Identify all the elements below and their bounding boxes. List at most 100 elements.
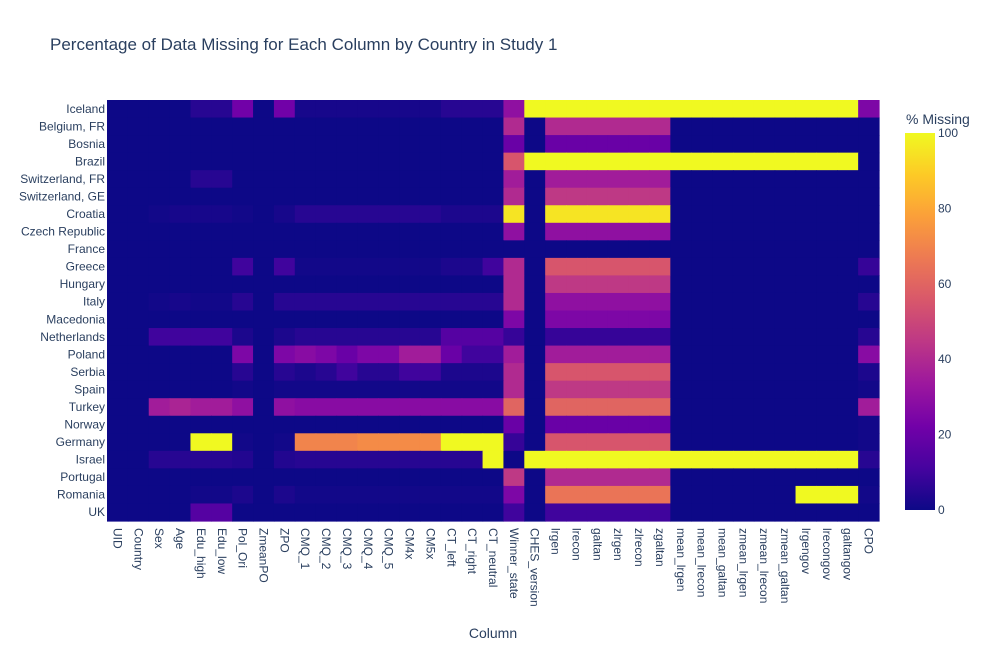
- heatmap-cell: [524, 433, 546, 452]
- heatmap-cell: [273, 222, 296, 241]
- heatmap-cell: [336, 117, 358, 136]
- heatmap-cell: [503, 222, 525, 241]
- heatmap-cell: [732, 222, 755, 241]
- heatmap-cell: [649, 415, 671, 434]
- heatmap-cell: [628, 222, 651, 241]
- heatmap-cell: [712, 485, 734, 505]
- heatmap-cell: [461, 380, 484, 399]
- heatmap-cell: [712, 117, 734, 136]
- heatmap-cell: [691, 503, 713, 522]
- heatmap-cell: [232, 205, 254, 224]
- x-tick-label: Sex: [152, 528, 166, 549]
- heatmap-cell: [169, 187, 192, 206]
- heatmap-cell: [399, 152, 421, 171]
- heatmap-cell: [566, 100, 588, 119]
- x-tick-label: Winner_state: [507, 528, 521, 599]
- heatmap-cell: [774, 117, 797, 136]
- heatmap-cell: [753, 257, 776, 277]
- heatmap-cell: [649, 117, 671, 136]
- heatmap-cell: [524, 187, 546, 206]
- heatmap-cell: [419, 187, 442, 206]
- heatmap-cell: [586, 275, 609, 294]
- heatmap-cell: [232, 240, 254, 259]
- heatmap-cell: [107, 292, 129, 312]
- heatmap-cell: [607, 503, 630, 522]
- heatmap-cell: [419, 240, 442, 259]
- y-tick-label: Greece: [66, 260, 106, 274]
- heatmap-cell: [211, 450, 233, 469]
- heatmap-cell: [107, 415, 129, 434]
- x-tick-label: mean_lrgen: [674, 528, 688, 591]
- heatmap-cell: [461, 292, 484, 312]
- heatmap-cell: [294, 398, 317, 417]
- heatmap-cell: [315, 485, 338, 505]
- heatmap-cell: [419, 450, 442, 469]
- heatmap-cell: [545, 345, 567, 364]
- heatmap-cell: [399, 257, 421, 277]
- heatmap-cell: [419, 100, 442, 119]
- heatmap-cell: [253, 117, 275, 136]
- heatmap-cell: [649, 328, 671, 347]
- heatmap-cell: [169, 415, 192, 434]
- heatmap-cell: [837, 187, 859, 206]
- heatmap-cell: [399, 275, 421, 294]
- heatmap-cell: [566, 205, 588, 224]
- heatmap-cell: [419, 170, 442, 189]
- heatmap-cell: [712, 450, 734, 469]
- heatmap-cell: [858, 275, 880, 294]
- heatmap-cell: [357, 257, 379, 277]
- heatmap-cell: [795, 310, 817, 329]
- heatmap-cell: [399, 328, 421, 347]
- heatmap-cell: [232, 135, 254, 154]
- heatmap-cell: [211, 415, 233, 434]
- heatmap-cell: [357, 117, 379, 136]
- heatmap-cell: [211, 275, 233, 294]
- heatmap-cell: [440, 363, 463, 382]
- heatmap-cell: [336, 468, 358, 487]
- heatmap-cell: [482, 170, 505, 189]
- heatmap-cell: [837, 398, 859, 417]
- heatmap-cell: [273, 363, 296, 382]
- heatmap-cell: [524, 205, 546, 224]
- colorbar-tick-label: 100: [938, 126, 958, 140]
- heatmap-cell: [336, 222, 358, 241]
- heatmap-cell: [419, 275, 442, 294]
- heatmap-cell: [211, 222, 233, 241]
- heatmap-cell: [378, 275, 400, 294]
- heatmap-cell: [482, 433, 505, 452]
- heatmap-cell: [440, 380, 463, 399]
- heatmap-cell: [503, 135, 525, 154]
- heatmap-cell: [732, 468, 755, 487]
- heatmap-cell: [273, 187, 296, 206]
- heatmap-cell: [211, 170, 233, 189]
- y-tick-label: Spain: [74, 382, 105, 396]
- heatmap-cell: [148, 100, 171, 119]
- x-tick-label: CMQ_3: [340, 528, 354, 570]
- heatmap-cell: [837, 275, 859, 294]
- heatmap-cell: [816, 152, 838, 171]
- heatmap-cell: [691, 135, 713, 154]
- heatmap-cell: [837, 240, 859, 259]
- heatmap-cell: [148, 222, 171, 241]
- heatmap-cell: [670, 187, 692, 206]
- heatmap-cell: [127, 117, 150, 136]
- heatmap-cell: [211, 345, 233, 364]
- heatmap-cell: [127, 275, 150, 294]
- y-tick-label: UK: [88, 505, 105, 519]
- heatmap-cell: [232, 100, 254, 119]
- heatmap-cell: [107, 240, 129, 259]
- heatmap-cell: [670, 257, 692, 277]
- heatmap-cell: [607, 240, 630, 259]
- x-tick-label: zgaltan: [653, 528, 667, 567]
- heatmap-cell: [440, 485, 463, 505]
- heatmap-cell: [858, 187, 880, 206]
- heatmap-cell: [545, 292, 567, 312]
- heatmap-cell: [524, 135, 546, 154]
- heatmap-cell: [461, 468, 484, 487]
- heatmap-cell: [253, 328, 275, 347]
- heatmap-cell: [816, 398, 838, 417]
- heatmap-cell: [357, 100, 379, 119]
- heatmap-cell: [628, 257, 651, 277]
- heatmap-cell: [211, 292, 233, 312]
- heatmap-cell: [482, 187, 505, 206]
